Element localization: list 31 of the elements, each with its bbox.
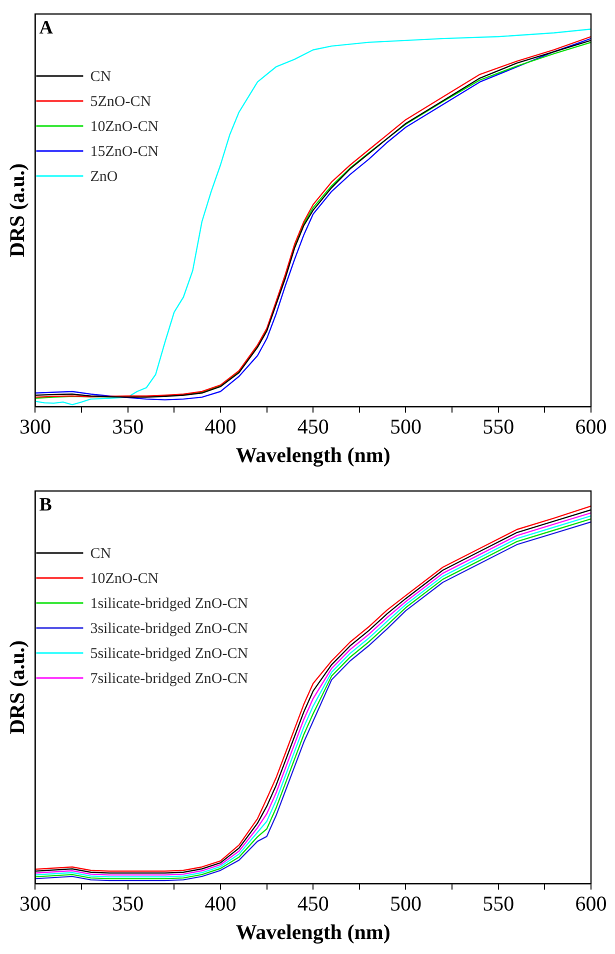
x-tick-label: 350	[112, 414, 144, 439]
x-tick-label: 300	[19, 892, 51, 916]
legend-label: 3silicate-bridged ZnO-CN	[90, 620, 248, 637]
x-axis-title: Wavelength (nm)	[236, 920, 390, 944]
legend-label: 7silicate-bridged ZnO-CN	[90, 670, 248, 687]
x-tick-label: 400	[204, 892, 236, 916]
y-axis-title: DRS (a.u.)	[5, 640, 30, 734]
legend-label: 15ZnO-CN	[90, 144, 159, 160]
legend-label: 5silicate-bridged ZnO-CN	[90, 646, 248, 662]
legend-label: ZnO	[90, 168, 118, 185]
legend-label: CN	[90, 546, 112, 562]
x-axis-title: Wavelength (nm)	[236, 442, 390, 467]
y-axis-title: DRS (a.u.)	[5, 163, 30, 258]
x-tick-label: 600	[575, 892, 607, 916]
x-tick-label: 350	[112, 892, 144, 916]
x-tick-label: 550	[482, 414, 514, 439]
legend-label: 10ZnO-CN	[90, 118, 159, 135]
chart-title: B	[39, 494, 52, 516]
x-tick-label: 450	[297, 892, 329, 916]
x-tick-label: 500	[390, 892, 422, 916]
chart-title: A	[39, 17, 54, 38]
legend-label: 1silicate-bridged ZnO-CN	[90, 596, 248, 612]
legend-label: CN	[90, 68, 112, 85]
x-tick-label: 400	[204, 414, 236, 439]
x-tick-label: 300	[19, 414, 51, 439]
legend-label: 10ZnO-CN	[90, 570, 159, 587]
x-tick-label: 600	[575, 414, 607, 439]
x-tick-label: 500	[390, 414, 422, 439]
x-tick-label: 450	[297, 414, 329, 439]
x-tick-label: 550	[482, 892, 514, 916]
legend-label: 5ZnO-CN	[90, 94, 152, 110]
